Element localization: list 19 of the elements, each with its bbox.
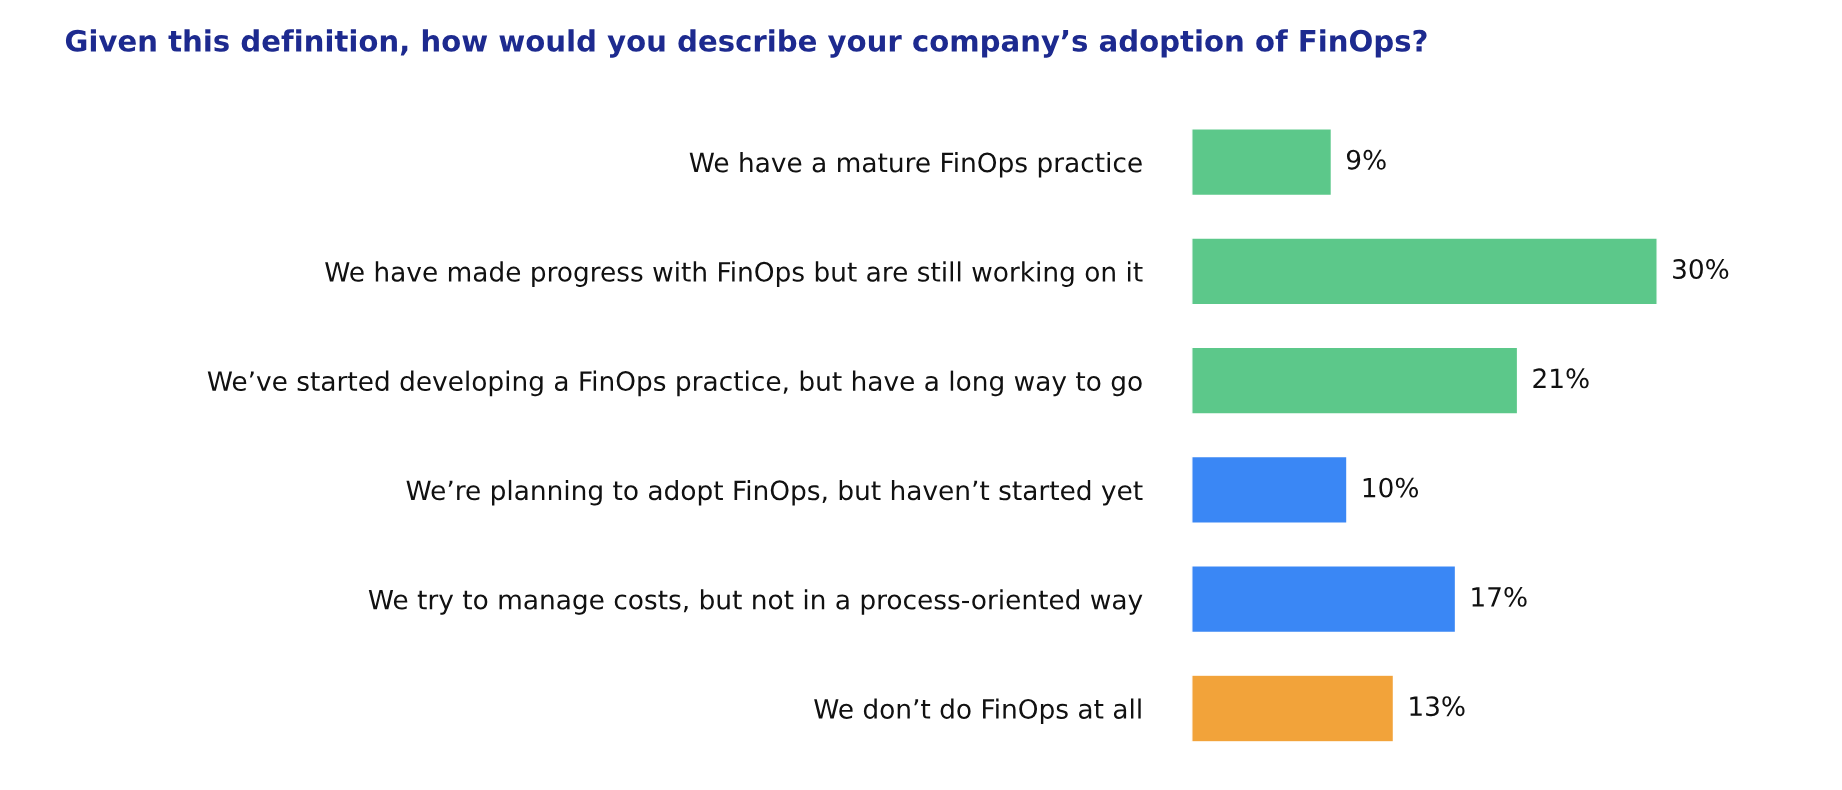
text: Given this definition, how would you describe your company’s adoption of FinOps? bbox=[65, 29, 1427, 58]
data-label: 13% bbox=[1410, 696, 1465, 717]
y-tick-label: We don’t do FinOps at all bbox=[814, 698, 1141, 725]
y-tick-label: We’ve started developing a FinOps practice, but have a long way to go bbox=[207, 370, 1142, 397]
data-label: 9% bbox=[1346, 149, 1386, 170]
data-label: 21% bbox=[1533, 368, 1589, 389]
bar bbox=[1191, 346, 1519, 415]
y-tick-label: We have a mature FinOps practice bbox=[689, 152, 1142, 178]
bar bbox=[1191, 128, 1333, 197]
y-tick-label: We’re planning to adopt FinOps, but haven’t started yet bbox=[406, 479, 1143, 506]
data-label: 30% bbox=[1673, 259, 1729, 280]
bar bbox=[1191, 565, 1457, 634]
data-label: 17% bbox=[1472, 586, 1527, 607]
bar bbox=[1191, 455, 1348, 524]
data-label: 10% bbox=[1363, 477, 1418, 498]
bar bbox=[1191, 237, 1658, 306]
y-tick-label: We try to manage costs, but not in a process-oriented way bbox=[368, 589, 1143, 615]
bar bbox=[1191, 674, 1395, 743]
y-tick-label: We have made progress with FinOps but are still working on it bbox=[325, 261, 1143, 287]
